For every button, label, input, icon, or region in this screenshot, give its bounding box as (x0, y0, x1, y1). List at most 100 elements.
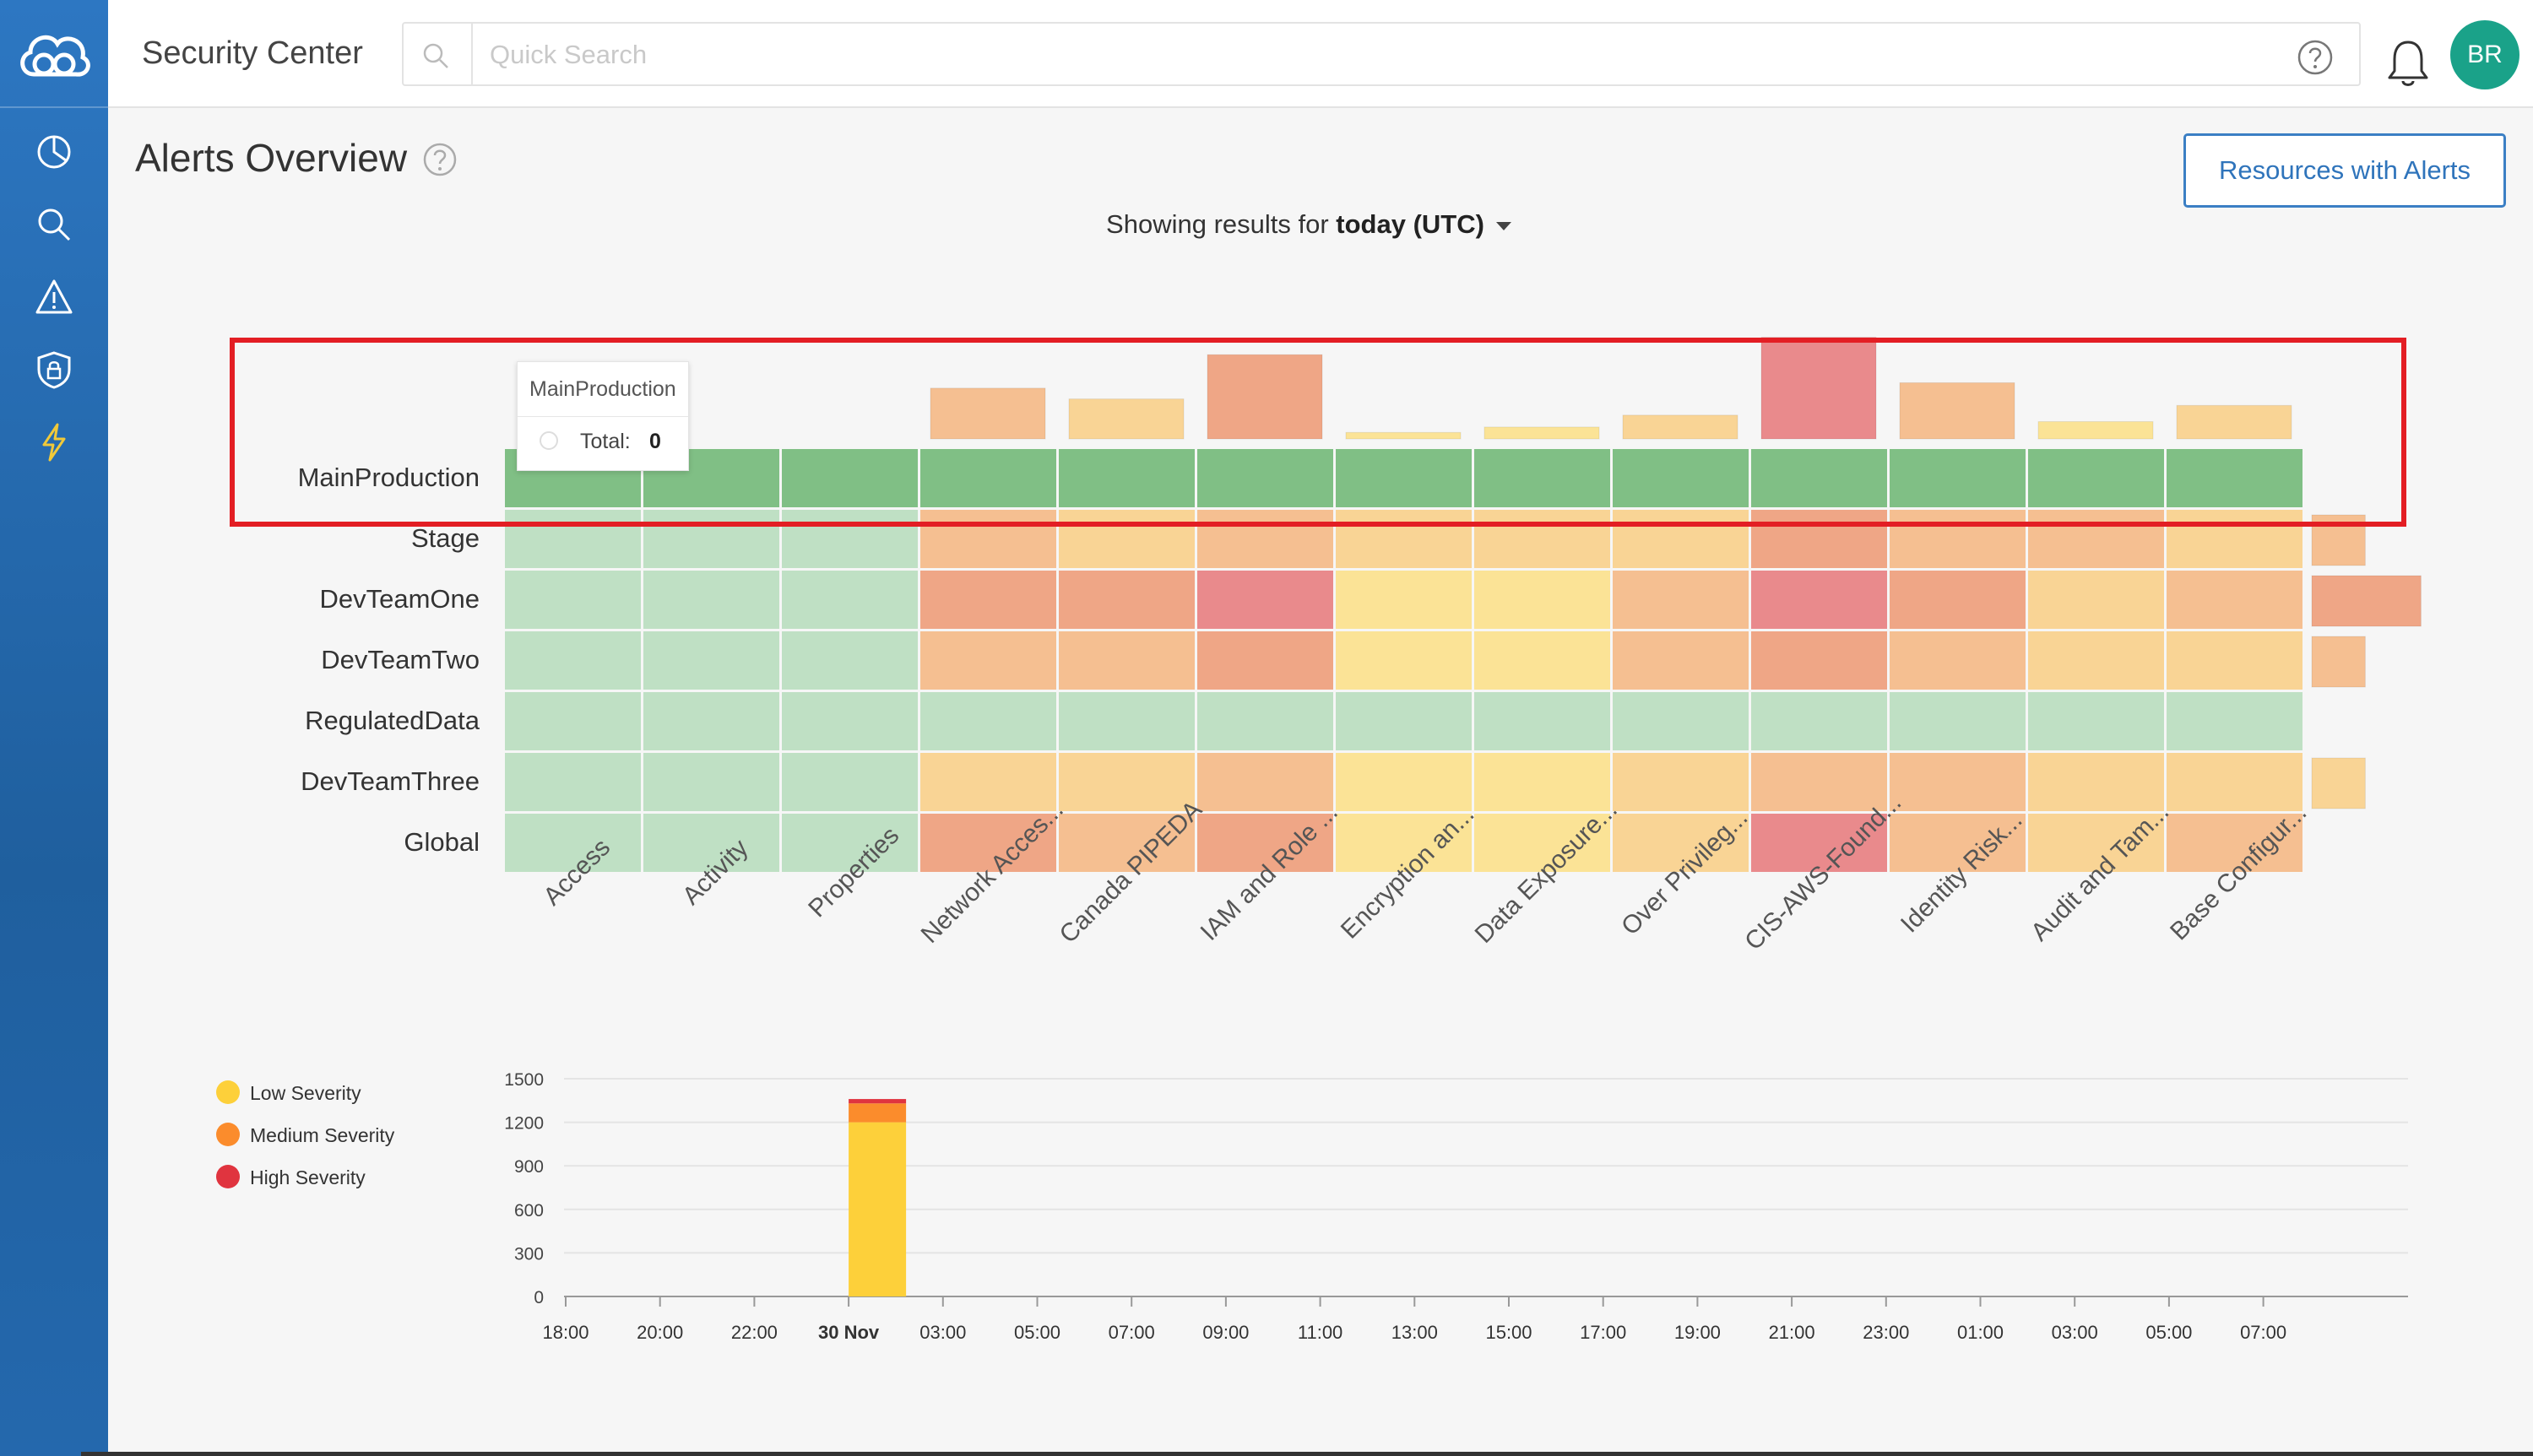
heatmap-cell[interactable] (505, 814, 641, 872)
heatmap-cell[interactable] (1336, 571, 1472, 629)
heatmap-cell[interactable] (643, 692, 779, 750)
lightning-icon[interactable] (34, 422, 74, 463)
heatmap-cell[interactable] (505, 510, 641, 568)
heatmap-cell[interactable] (1197, 753, 1333, 811)
heatmap-cell[interactable] (1336, 449, 1472, 507)
heatmap-cell[interactable] (643, 814, 779, 872)
heatmap-cell[interactable] (1059, 631, 1195, 690)
heatmap-cell[interactable] (1197, 814, 1333, 872)
user-avatar[interactable]: BR (2450, 20, 2519, 89)
heatmap-cell[interactable] (1336, 692, 1472, 750)
heatmap-cell[interactable] (1059, 571, 1195, 629)
heatmap-cell[interactable] (920, 449, 1056, 507)
heatmap-cell[interactable] (1197, 449, 1333, 507)
heatmap-cell[interactable] (1751, 510, 1887, 568)
heatmap-cell[interactable] (1890, 571, 2026, 629)
date-range-selector[interactable]: Showing results for today (UTC) (1013, 209, 1604, 240)
heatmap-cell[interactable] (782, 753, 918, 811)
heatmap-cell[interactable] (1890, 631, 2026, 690)
heatmap-cell[interactable] (1474, 510, 1610, 568)
heatmap-cell[interactable] (1474, 814, 1610, 872)
heatmap-cell[interactable] (1890, 753, 2026, 811)
heatmap-cell[interactable] (2028, 814, 2164, 872)
warning-icon[interactable] (34, 277, 74, 317)
heatmap-cell[interactable] (1197, 571, 1333, 629)
heatmap-cell[interactable] (1890, 510, 2026, 568)
heatmap-cell[interactable] (505, 631, 641, 690)
bell-icon[interactable] (2383, 37, 2433, 89)
heatmap-cell[interactable] (1059, 692, 1195, 750)
heatmap-cell[interactable] (1751, 631, 1887, 690)
pie-chart-icon[interactable] (34, 132, 74, 172)
heatmap-cell[interactable] (782, 449, 918, 507)
heatmap-cell[interactable] (920, 753, 1056, 811)
heatmap-cell[interactable] (1474, 753, 1610, 811)
cloud-logo-icon[interactable] (15, 22, 93, 89)
heatmap-cell[interactable] (643, 753, 779, 811)
heatmap-cell[interactable] (1751, 753, 1887, 811)
heatmap-cell[interactable] (505, 571, 641, 629)
heatmap-cell[interactable] (2028, 571, 2164, 629)
heatmap-cell[interactable] (1613, 692, 1749, 750)
heatmap-cell[interactable] (1336, 814, 1472, 872)
heatmap-cell[interactable] (920, 571, 1056, 629)
heatmap-cell[interactable] (1751, 571, 1887, 629)
heatmap-cell[interactable] (1059, 449, 1195, 507)
heatmap-cell[interactable] (1613, 510, 1749, 568)
heatmap-cell[interactable] (1197, 631, 1333, 690)
heatmap-cell[interactable] (643, 631, 779, 690)
heatmap-cell[interactable] (1336, 753, 1472, 811)
heatmap-cell[interactable] (2167, 814, 2302, 872)
heatmap-cell[interactable] (2167, 692, 2302, 750)
heatmap-cell[interactable] (782, 510, 918, 568)
heatmap-cell[interactable] (2167, 753, 2302, 811)
heatmap-cell[interactable] (2167, 510, 2302, 568)
heatmap-cell[interactable] (505, 692, 641, 750)
heatmap-cell[interactable] (1474, 692, 1610, 750)
heatmap-cell[interactable] (1751, 814, 1887, 872)
heatmap-cell[interactable] (1613, 814, 1749, 872)
heatmap-cell[interactable] (643, 510, 779, 568)
quick-search-input[interactable] (488, 32, 2180, 78)
search-icon[interactable] (419, 39, 453, 73)
heatmap-cell[interactable] (2028, 753, 2164, 811)
help-icon[interactable] (2297, 39, 2334, 76)
heatmap-cell[interactable] (1890, 692, 2026, 750)
heatmap-cell[interactable] (782, 631, 918, 690)
heatmap-cell[interactable] (782, 571, 918, 629)
heatmap-cell[interactable] (1197, 692, 1333, 750)
heatmap-cell[interactable] (2028, 510, 2164, 568)
heatmap-cell[interactable] (2167, 571, 2302, 629)
heatmap-cell[interactable] (1197, 510, 1333, 568)
heatmap-cell[interactable] (1890, 814, 2026, 872)
heatmap-cell[interactable] (920, 814, 1056, 872)
heatmap-cell[interactable] (2028, 449, 2164, 507)
heatmap-cell[interactable] (1613, 631, 1749, 690)
search-icon[interactable] (34, 204, 74, 245)
heatmap-cell[interactable] (1336, 510, 1472, 568)
heatmap-cell[interactable] (1890, 449, 2026, 507)
heatmap-cell[interactable] (1613, 449, 1749, 507)
heatmap-cell[interactable] (2167, 449, 2302, 507)
heatmap-cell[interactable] (782, 692, 918, 750)
heatmap-cell[interactable] (1613, 571, 1749, 629)
heatmap-cell[interactable] (2167, 631, 2302, 690)
heatmap-cell[interactable] (1474, 449, 1610, 507)
resources-with-alerts-button[interactable]: Resources with Alerts (2183, 133, 2506, 208)
heatmap-cell[interactable] (2028, 631, 2164, 690)
heatmap-cell[interactable] (1751, 692, 1887, 750)
heatmap-cell[interactable] (1059, 510, 1195, 568)
heatmap-cell[interactable] (920, 510, 1056, 568)
heatmap-cell[interactable] (1474, 571, 1610, 629)
heatmap-cell[interactable] (1751, 449, 1887, 507)
heatmap-cell[interactable] (1613, 753, 1749, 811)
heatmap-cell[interactable] (643, 571, 779, 629)
heatmap-cell[interactable] (1059, 753, 1195, 811)
help-icon[interactable] (422, 142, 458, 177)
heatmap-cell[interactable] (505, 753, 641, 811)
shield-lock-icon[interactable] (34, 349, 74, 390)
heatmap-cell[interactable] (782, 814, 918, 872)
heatmap-cell[interactable] (1336, 631, 1472, 690)
heatmap-cell[interactable] (920, 692, 1056, 750)
heatmap-cell[interactable] (920, 631, 1056, 690)
